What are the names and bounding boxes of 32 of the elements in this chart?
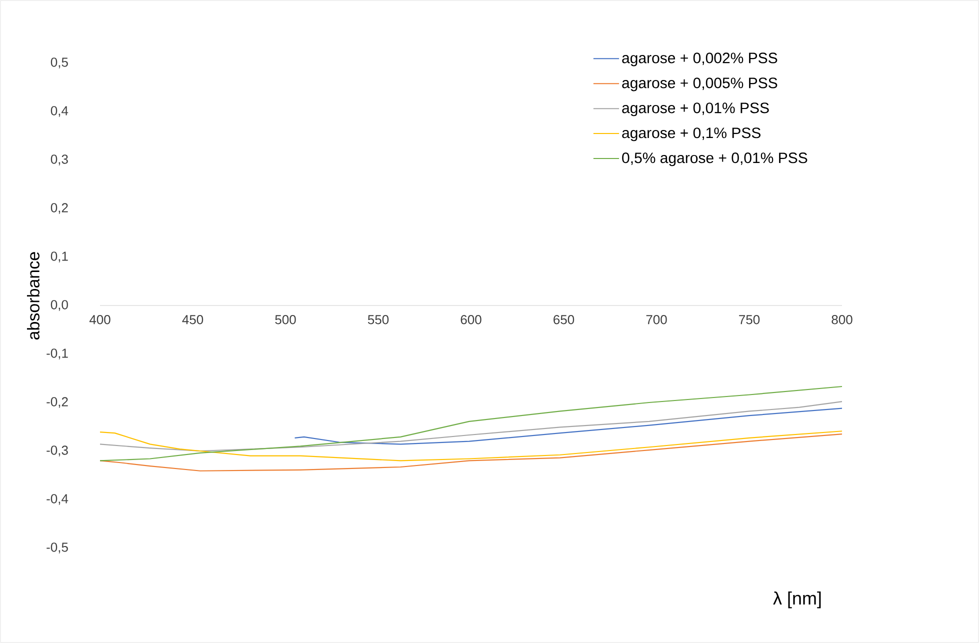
line-series <box>100 430 842 462</box>
x-axis-title: λ [nm] <box>773 592 821 608</box>
y-tick-label: 0,2 <box>50 203 68 214</box>
x-tick-label: 800 <box>832 315 852 324</box>
line-series <box>100 386 842 462</box>
legend-label: agarose + 0,005% PSS <box>622 78 778 92</box>
x-tick-label: 400 <box>89 315 110 324</box>
x-tick-label: 600 <box>460 315 482 324</box>
y-tick-label: -0,2 <box>46 397 68 408</box>
line-series <box>100 433 842 472</box>
line-series <box>294 408 842 445</box>
y-tick-label: -0,3 <box>46 446 68 456</box>
line-series <box>100 400 842 452</box>
legend-label: agarose + 0,002% PSS <box>622 52 778 66</box>
x-tick-label: 700 <box>646 315 667 324</box>
x-tick-label: 500 <box>275 315 296 324</box>
y-tick-label: -0,4 <box>46 494 68 505</box>
legend-label: agarose + 0,01% PSS <box>622 102 769 116</box>
legend-label: 0,5% agarose + 0,01% PSS <box>622 152 808 166</box>
x-tick-label: 650 <box>554 315 574 324</box>
legend-label: agarose + 0,1% PSS <box>622 128 760 142</box>
y-tick-label: 0,5 <box>50 58 68 68</box>
y-tick-label: 0,4 <box>50 106 68 117</box>
y-axis-title: absorbance <box>26 252 40 340</box>
y-tick-label: -0,1 <box>46 348 68 360</box>
y-tick-label: 0,0 <box>50 300 68 311</box>
x-tick-label: 450 <box>182 315 204 324</box>
y-tick-label: 0,3 <box>50 154 68 166</box>
x-tick-label: 550 <box>368 315 389 324</box>
y-tick-label: -0,5 <box>46 542 68 554</box>
x-tick-label: 750 <box>739 315 760 324</box>
y-tick-label: 0,1 <box>50 252 68 262</box>
